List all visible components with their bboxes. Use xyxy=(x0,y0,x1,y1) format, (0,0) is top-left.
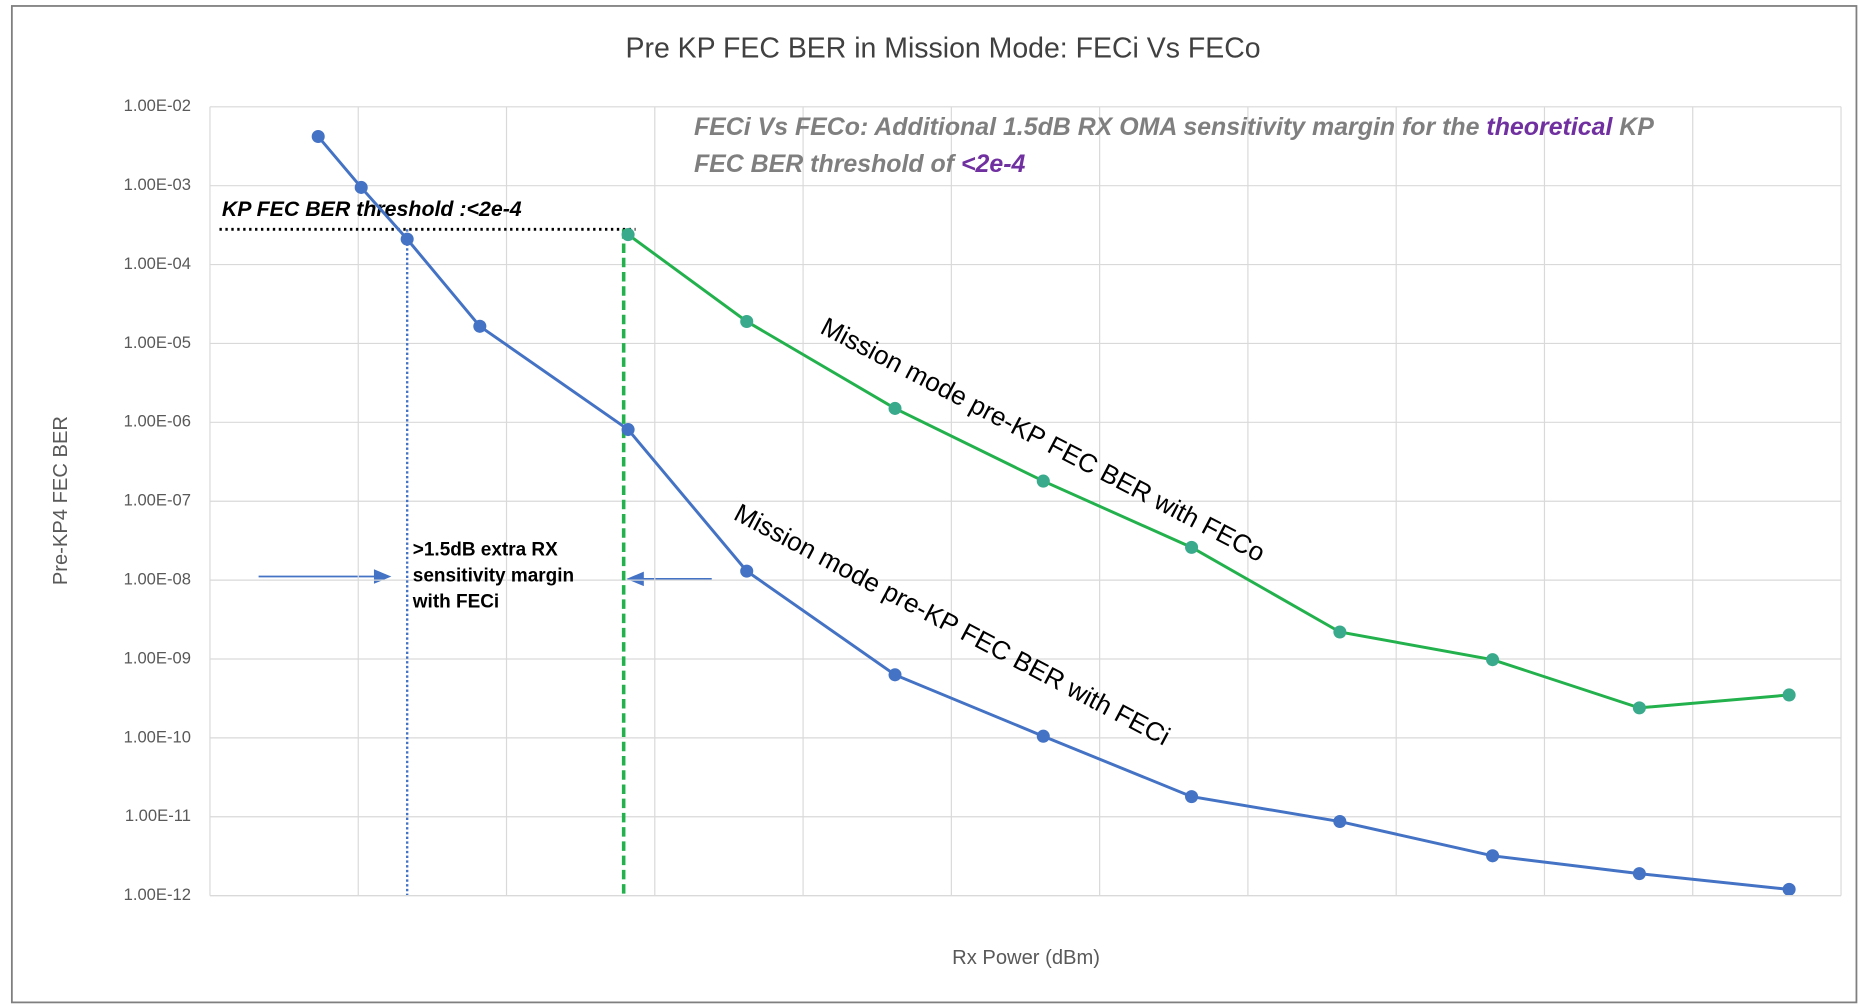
chart-frame xyxy=(10,5,1858,1004)
y-tick-label: 1.00E-06 xyxy=(124,412,191,431)
data-point xyxy=(1333,815,1347,829)
margin-note: >1.5dB extra RX xyxy=(413,539,558,560)
data-point xyxy=(1782,688,1796,702)
data-point xyxy=(888,668,902,682)
y-tick-label: 1.00E-09 xyxy=(124,648,191,667)
data-point xyxy=(1486,653,1500,667)
data-point xyxy=(1632,867,1646,881)
data-point xyxy=(354,180,368,194)
data-point xyxy=(1036,729,1050,743)
headline-segment: FEC BER threshold of xyxy=(694,150,961,178)
data-point xyxy=(1333,625,1347,639)
headline: FEC BER threshold of <2e-4 xyxy=(694,150,1026,178)
data-point xyxy=(1185,540,1199,554)
data-point xyxy=(473,319,487,333)
y-tick-label: 1.00E-02 xyxy=(124,96,191,115)
headline-segment: KP xyxy=(1612,113,1654,141)
headline-segment: <2e-4 xyxy=(961,150,1026,178)
headline-segment: FECi Vs FECo: Additional 1.5dB RX OMA se… xyxy=(694,113,1486,141)
y-tick-label: 1.00E-07 xyxy=(124,491,191,510)
data-point xyxy=(1486,849,1500,863)
headline-segment: theoretical xyxy=(1486,113,1613,141)
y-tick-label: 1.00E-10 xyxy=(124,727,191,746)
data-point xyxy=(1632,701,1646,715)
y-tick-label: 1.00E-05 xyxy=(124,333,191,352)
y-tick-label: 1.00E-12 xyxy=(124,885,191,904)
data-point xyxy=(740,564,754,578)
y-tick-label: 1.00E-08 xyxy=(124,569,191,588)
data-point xyxy=(1782,882,1796,896)
data-point xyxy=(621,228,635,242)
data-point xyxy=(740,314,754,328)
headline: FECi Vs FECo: Additional 1.5dB RX OMA se… xyxy=(694,113,1654,141)
x-axis-label: Rx Power (dBm) xyxy=(952,947,1100,969)
data-point xyxy=(1036,474,1050,488)
arrow-head xyxy=(626,571,644,587)
data-point xyxy=(621,423,635,437)
data-point xyxy=(1185,790,1199,804)
y-axis-label: Pre-KP4 FEC BER xyxy=(50,416,72,585)
y-tick-label: 1.00E-04 xyxy=(124,254,191,273)
chart-title: Pre KP FEC BER in Mission Mode: FECi Vs … xyxy=(625,32,1260,64)
margin-note: with FECi xyxy=(412,592,499,613)
data-point xyxy=(888,401,902,415)
data-point xyxy=(400,232,414,246)
data-point xyxy=(311,129,325,144)
margin-note: sensitivity margin xyxy=(413,566,574,587)
y-tick-label: 1.00E-03 xyxy=(124,175,191,194)
y-tick-label: 1.00E-11 xyxy=(125,806,191,825)
